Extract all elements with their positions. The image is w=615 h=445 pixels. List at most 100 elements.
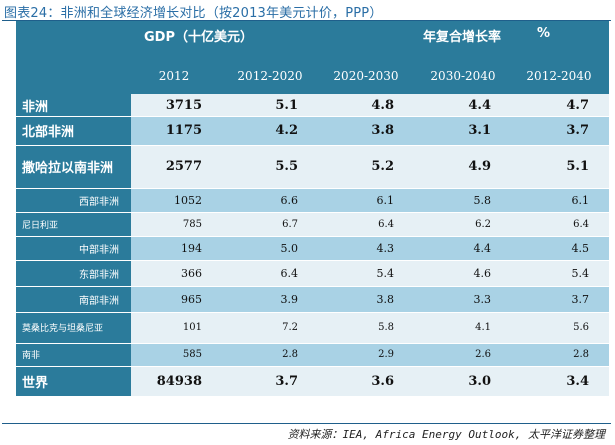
figure-title: 图表24：非洲和全球经济增长对比（按2013年美元计价，PPP）: [4, 6, 383, 21]
value-cell: 4.7: [566, 97, 589, 113]
value-cell: 3.0: [468, 373, 491, 389]
row-values: 101 7.2 5.8 4.1 5.6: [131, 312, 609, 343]
value-cell: 4.9: [468, 159, 491, 174]
table-row: 南部非洲 965 3.9 3.8 3.3 3.7: [16, 286, 609, 312]
col-header-2012: 2012: [158, 69, 190, 83]
source-note: 资料来源：IEA, Africa Energy Outlook, 太平洋证券整理: [287, 428, 605, 441]
value-cell: 6.4: [378, 218, 394, 230]
value-cell: 1052: [174, 193, 202, 207]
value-cell: 4.4: [473, 241, 492, 255]
value-cell: 3.7: [571, 292, 590, 306]
value-cell: 6.4: [280, 266, 299, 280]
value-cell: 6.6: [280, 193, 299, 207]
row-values: 366 6.4 5.4 4.6 5.4: [131, 260, 609, 286]
value-cell: 3.8: [371, 123, 394, 138]
value-cell: 6.4: [573, 218, 589, 230]
row-separator: [16, 260, 609, 261]
row-separator: [16, 312, 609, 313]
table-row: 世界 84938 3.7 3.6 3.0 3.4: [16, 366, 609, 396]
row-separator: [16, 145, 609, 146]
value-cell: 4.5: [571, 241, 590, 255]
row-separator: [16, 212, 609, 213]
col-header-2012-2020: 2012-2020: [237, 69, 303, 83]
value-cell: 4.2: [275, 123, 298, 138]
value-cell: 6.1: [571, 193, 590, 207]
value-cell: 3.7: [275, 373, 298, 389]
value-cell: 2.8: [573, 349, 589, 360]
value-cell: 194: [181, 241, 202, 255]
value-cell: 3.1: [468, 123, 491, 138]
growth-header: 年复合增长率: [423, 30, 502, 45]
table-row: 中部非洲 194 5.0 4.3 4.4 4.5: [16, 236, 609, 260]
row-separator: [16, 286, 609, 287]
value-cell: 5.6: [573, 322, 589, 333]
row-label: 东部非洲: [16, 260, 131, 286]
value-cell: 5.1: [566, 159, 589, 174]
table-row: 北部非洲 1175 4.2 3.8 3.1 3.7: [16, 116, 609, 145]
value-cell: 5.8: [473, 193, 492, 207]
value-cell: 6.2: [475, 218, 491, 230]
percent-header: %: [537, 26, 551, 41]
row-label: 中部非洲: [16, 236, 131, 260]
col-header-2030-2040: 2030-2040: [430, 69, 496, 83]
value-cell: 2.8: [282, 349, 298, 360]
value-cell: 6.7: [282, 218, 298, 230]
table-row: 尼日利亚 785 6.7 6.4 6.2 6.4: [16, 212, 609, 236]
row-label: 世界: [16, 366, 131, 396]
row-label: 尼日利亚: [16, 212, 131, 236]
row-values: 965 3.9 3.8 3.3 3.7: [131, 286, 609, 312]
row-label: 西部非洲: [16, 188, 131, 212]
value-cell: 5.5: [275, 159, 298, 174]
row-values: 3715 5.1 4.8 4.4 4.7: [131, 94, 609, 116]
row-values: 585 2.8 2.9 2.6 2.8: [131, 343, 609, 366]
value-cell: 1175: [165, 123, 202, 138]
col-header-2012-2040: 2012-2040: [526, 69, 592, 83]
value-cell: 5.4: [571, 266, 590, 280]
table-row: 西部非洲 1052 6.6 6.1 5.8 6.1: [16, 188, 609, 212]
top-rule: [2, 20, 611, 21]
row-values: 2577 5.5 5.2 4.9 5.1: [131, 145, 609, 188]
value-cell: 4.4: [468, 97, 491, 113]
value-cell: 3715: [165, 97, 202, 113]
table-row: 撒哈拉以南非洲 2577 5.5 5.2 4.9 5.1: [16, 145, 609, 188]
value-cell: 3.4: [566, 373, 589, 389]
row-separator: [16, 343, 609, 344]
value-cell: 3.9: [280, 292, 299, 306]
value-cell: 366: [181, 266, 202, 280]
value-cell: 101: [182, 322, 202, 333]
value-cell: 4.1: [475, 322, 491, 333]
gdp-header: GDP（十亿美元）: [144, 30, 253, 45]
value-cell: 4.6: [473, 266, 492, 280]
bottom-rule: [2, 423, 611, 424]
value-cell: 2577: [165, 159, 202, 174]
value-cell: 5.0: [280, 241, 299, 255]
row-values: 1175 4.2 3.8 3.1 3.7: [131, 116, 609, 145]
table-row: 南非 585 2.8 2.9 2.6 2.8: [16, 343, 609, 366]
row-values: 1052 6.6 6.1 5.8 6.1: [131, 188, 609, 212]
table-row: 莫桑比克与坦桑尼亚 101 7.2 5.8 4.1 5.6: [16, 312, 609, 343]
table-row: 东部非洲 366 6.4 5.4 4.6 5.4: [16, 260, 609, 286]
value-cell: 6.1: [376, 193, 395, 207]
value-cell: 84938: [156, 373, 202, 389]
value-cell: 2.9: [378, 349, 394, 360]
row-separator: [16, 116, 609, 117]
value-cell: 965: [181, 292, 202, 306]
value-cell: 3.7: [566, 123, 589, 138]
table-row: 非洲 3715 5.1 4.8 4.4 4.7: [16, 94, 609, 116]
row-separator: [16, 188, 609, 189]
row-values: 194 5.0 4.3 4.4 4.5: [131, 236, 609, 260]
row-separator: [16, 236, 609, 237]
value-cell: 2.6: [475, 349, 491, 360]
row-label: 莫桑比克与坦桑尼亚: [16, 312, 131, 343]
table-header: GDP（十亿美元） 年复合增长率 % 2012 2012-2020 2020-2…: [16, 21, 609, 94]
value-cell: 7.2: [282, 322, 298, 333]
col-header-2020-2030: 2020-2030: [333, 69, 399, 83]
value-cell: 3.6: [371, 373, 394, 389]
row-label: 非洲: [16, 94, 131, 116]
row-label: 南非: [16, 343, 131, 366]
value-cell: 5.8: [378, 322, 394, 333]
row-label: 南部非洲: [16, 286, 131, 312]
value-cell: 3.8: [376, 292, 395, 306]
value-cell: 5.1: [275, 97, 298, 113]
value-cell: 5.4: [376, 266, 395, 280]
